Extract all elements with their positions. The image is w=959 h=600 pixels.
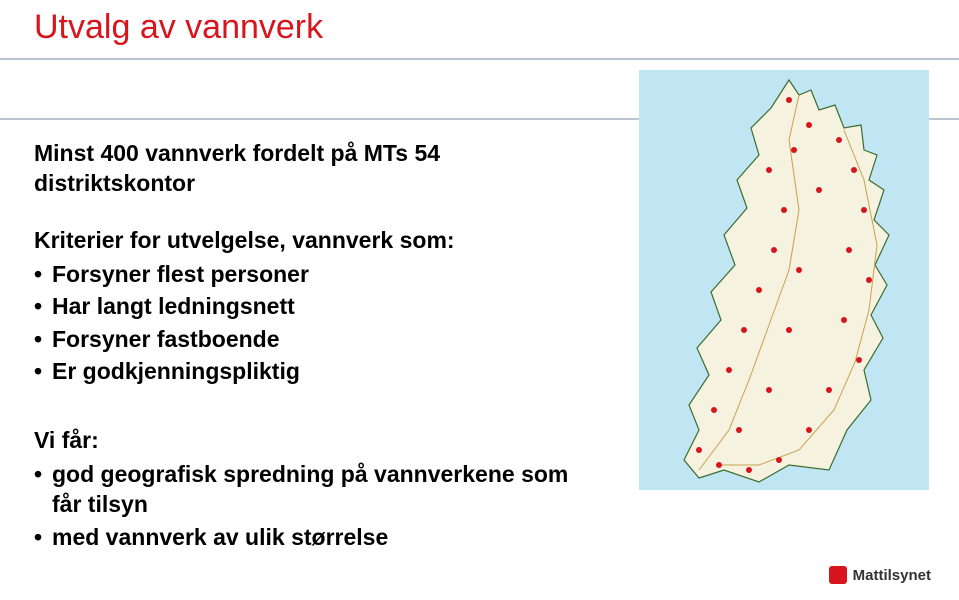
list-item: Er godkjenningspliktig: [34, 356, 594, 386]
divider-top: [0, 58, 959, 60]
map-point: [781, 207, 787, 213]
map-point: [856, 357, 862, 363]
list-item: Har langt ledningsnett: [34, 291, 594, 321]
list-item: Forsyner flest personer: [34, 259, 594, 289]
map-point: [786, 327, 792, 333]
norway-map: [639, 70, 929, 490]
map-point: [771, 247, 777, 253]
map-point: [866, 277, 872, 283]
map-point: [861, 207, 867, 213]
map-point: [836, 137, 842, 143]
list-item: med vannverk av ulik størrelse: [34, 522, 594, 552]
map-point: [826, 387, 832, 393]
map-point: [851, 167, 857, 173]
map-point: [796, 267, 802, 273]
map-point: [756, 287, 762, 293]
slide: Utvalg av vannverk Minst 400 vannverk fo…: [0, 0, 959, 600]
map-point: [846, 247, 852, 253]
lead-text: Minst 400 vannverk fordelt på MTs 54 dis…: [34, 138, 594, 199]
list-item: Forsyner fastboende: [34, 324, 594, 354]
map-point: [791, 147, 797, 153]
brand-mark-icon: [829, 566, 847, 584]
map-point: [816, 187, 822, 193]
map-point: [716, 462, 722, 468]
result-list: god geografisk spredning på vannverkene …: [34, 459, 594, 552]
map-point: [841, 317, 847, 323]
brand-text: Mattilsynet: [853, 567, 931, 584]
map-point: [766, 167, 772, 173]
body-copy: Minst 400 vannverk fordelt på MTs 54 dis…: [34, 138, 594, 554]
map-point: [726, 367, 732, 373]
map-point: [741, 327, 747, 333]
map-point: [776, 457, 782, 463]
map-point: [711, 407, 717, 413]
map-point: [806, 427, 812, 433]
map-point: [806, 122, 812, 128]
criteria-list: Forsyner flest personer Har langt lednin…: [34, 259, 594, 386]
result-heading: Vi får:: [34, 425, 594, 455]
map-point: [736, 427, 742, 433]
brand-logo: Mattilsynet: [829, 566, 931, 584]
map-point: [746, 467, 752, 473]
map-point: [696, 447, 702, 453]
slide-title: Utvalg av vannverk: [34, 8, 323, 47]
map-point: [766, 387, 772, 393]
list-item: god geografisk spredning på vannverkene …: [34, 459, 594, 520]
map-point: [786, 97, 792, 103]
criteria-heading: Kriterier for utvelgelse, vannverk som:: [34, 225, 594, 255]
